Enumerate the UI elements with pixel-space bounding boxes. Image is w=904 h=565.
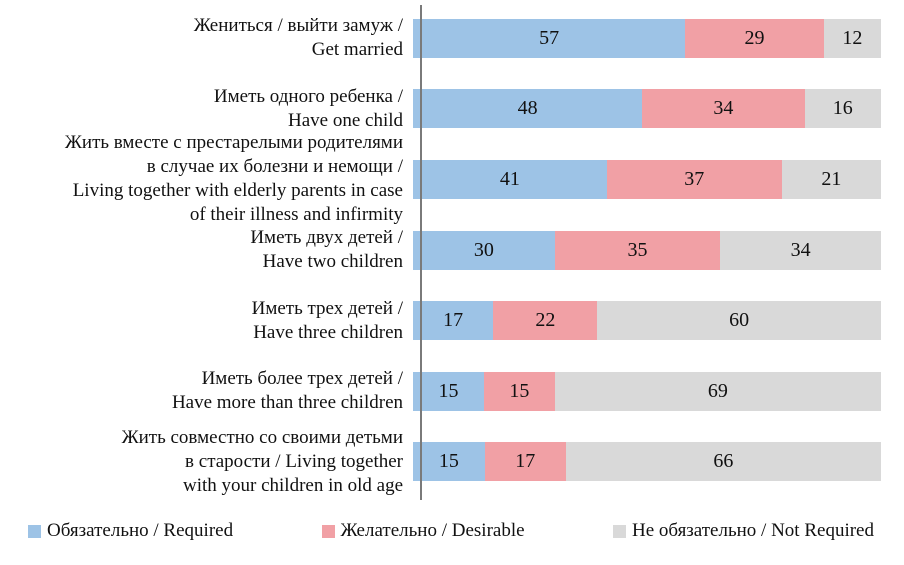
chart-plot-area: Жениться / выйти замуж / Get married 57 29… xyxy=(0,3,904,500)
chart-row: Жениться / выйти замуж / Get married 57 29… xyxy=(0,3,904,74)
segment-value-label: 21 xyxy=(821,167,842,190)
segment-value-label: 17 xyxy=(443,309,464,332)
not-required-segment: 12 xyxy=(823,18,881,58)
segment-value-label: 15 xyxy=(438,450,459,473)
chart-row: Иметь трех детей / Have three children 17… xyxy=(0,285,904,356)
not-required-segment: 34 xyxy=(720,230,881,270)
required-segment: 41 xyxy=(413,159,607,199)
segment-value-label: 35 xyxy=(627,238,648,261)
desirable-segment: 29 xyxy=(685,18,824,58)
segment-value-label: 34 xyxy=(790,238,811,261)
chart-row: Иметь более трех детей / Have more than … xyxy=(0,356,904,427)
segment-value-label: 16 xyxy=(832,97,853,120)
desirable-segment: 22 xyxy=(493,301,598,341)
chart-row: Жить совместно со своими детьми в старос… xyxy=(0,427,904,498)
desirable-segment: 15 xyxy=(483,371,555,411)
required-segment: 15 xyxy=(413,371,484,411)
segment-value-label: 57 xyxy=(539,26,560,49)
bar-stack: 41 37 21 xyxy=(413,159,881,199)
legend-item-not-required: Не обязательно / Not Required xyxy=(612,520,874,542)
bar-stack: 30 35 34 xyxy=(413,230,881,270)
bar-stack: 48 34 16 xyxy=(413,89,881,129)
desirable-segment: 17 xyxy=(484,442,566,482)
legend-label-desirable: Желательно / Desirable xyxy=(340,520,525,542)
bar-stack: 15 17 66 xyxy=(413,442,881,482)
segment-value-label: 12 xyxy=(842,26,863,49)
required-segment: 30 xyxy=(413,230,555,270)
bar-stack: 57 29 12 xyxy=(413,18,881,58)
required-color-swatch xyxy=(28,524,41,538)
not-required-segment: 16 xyxy=(804,89,881,129)
desirable-segment: 37 xyxy=(606,159,782,199)
segment-value-label: 69 xyxy=(707,379,728,402)
category-label: Иметь более трех детей / Have more than … xyxy=(171,368,403,414)
chart-row: Жить вместе с престарелыми родителями в … xyxy=(0,132,904,225)
not-required-segment: 66 xyxy=(565,442,881,482)
required-segment: 15 xyxy=(413,442,485,482)
category-label: Иметь трех детей / Have three children xyxy=(251,297,403,343)
category-label: Жениться / выйти замуж / Get married xyxy=(193,15,403,61)
category-label: Жить совместно со своими детьми в старос… xyxy=(121,426,403,496)
not-required-segment: 21 xyxy=(781,159,881,199)
chart-legend: Обязательно / Required Желательно / Desi… xyxy=(0,520,904,542)
bar-stack: 17 22 60 xyxy=(413,301,881,341)
desirable-segment: 35 xyxy=(554,230,721,270)
bar-stack: 15 15 69 xyxy=(413,371,881,411)
segment-value-label: 34 xyxy=(713,97,734,120)
desirable-color-swatch xyxy=(321,524,335,538)
segment-value-label: 48 xyxy=(517,97,538,120)
category-label: Жить вместе с престарелыми родителями в … xyxy=(64,132,403,226)
legend-item-desirable: Желательно / Desirable xyxy=(321,520,525,542)
segment-value-label: 66 xyxy=(713,450,734,473)
vertical-axis-line xyxy=(420,5,422,500)
chart-row: Иметь одного ребенка / Have one child 48 3… xyxy=(0,74,904,145)
segment-value-label: 37 xyxy=(684,167,705,190)
legend-label-not-required: Не обязательно / Not Required xyxy=(631,520,874,542)
legend-item-required: Обязательно / Required xyxy=(28,520,233,542)
chart-row: Иметь двух детей / Have two children 30 35… xyxy=(0,215,904,286)
segment-value-label: 41 xyxy=(499,167,520,190)
not-required-color-swatch xyxy=(612,524,626,538)
required-segment: 57 xyxy=(413,18,686,58)
category-label: Иметь одного ребенка / Have one child xyxy=(213,85,403,131)
required-segment: 17 xyxy=(413,301,494,341)
legend-label-required: Обязательно / Required xyxy=(47,520,234,542)
segment-value-label: 17 xyxy=(515,450,536,473)
segment-value-label: 15 xyxy=(509,379,530,402)
segment-value-label: 15 xyxy=(438,379,459,402)
segment-value-label: 22 xyxy=(535,309,556,332)
segment-value-label: 30 xyxy=(473,238,494,261)
not-required-segment: 69 xyxy=(554,371,881,411)
required-segment: 48 xyxy=(413,89,643,129)
segment-value-label: 29 xyxy=(744,26,765,49)
segment-value-label: 60 xyxy=(729,309,750,332)
chart-rows: Жениться / выйти замуж / Get married 57 29… xyxy=(0,3,904,497)
desirable-segment: 34 xyxy=(642,89,805,129)
not-required-segment: 60 xyxy=(597,301,881,341)
category-label: Иметь двух детей / Have two children xyxy=(250,227,403,273)
